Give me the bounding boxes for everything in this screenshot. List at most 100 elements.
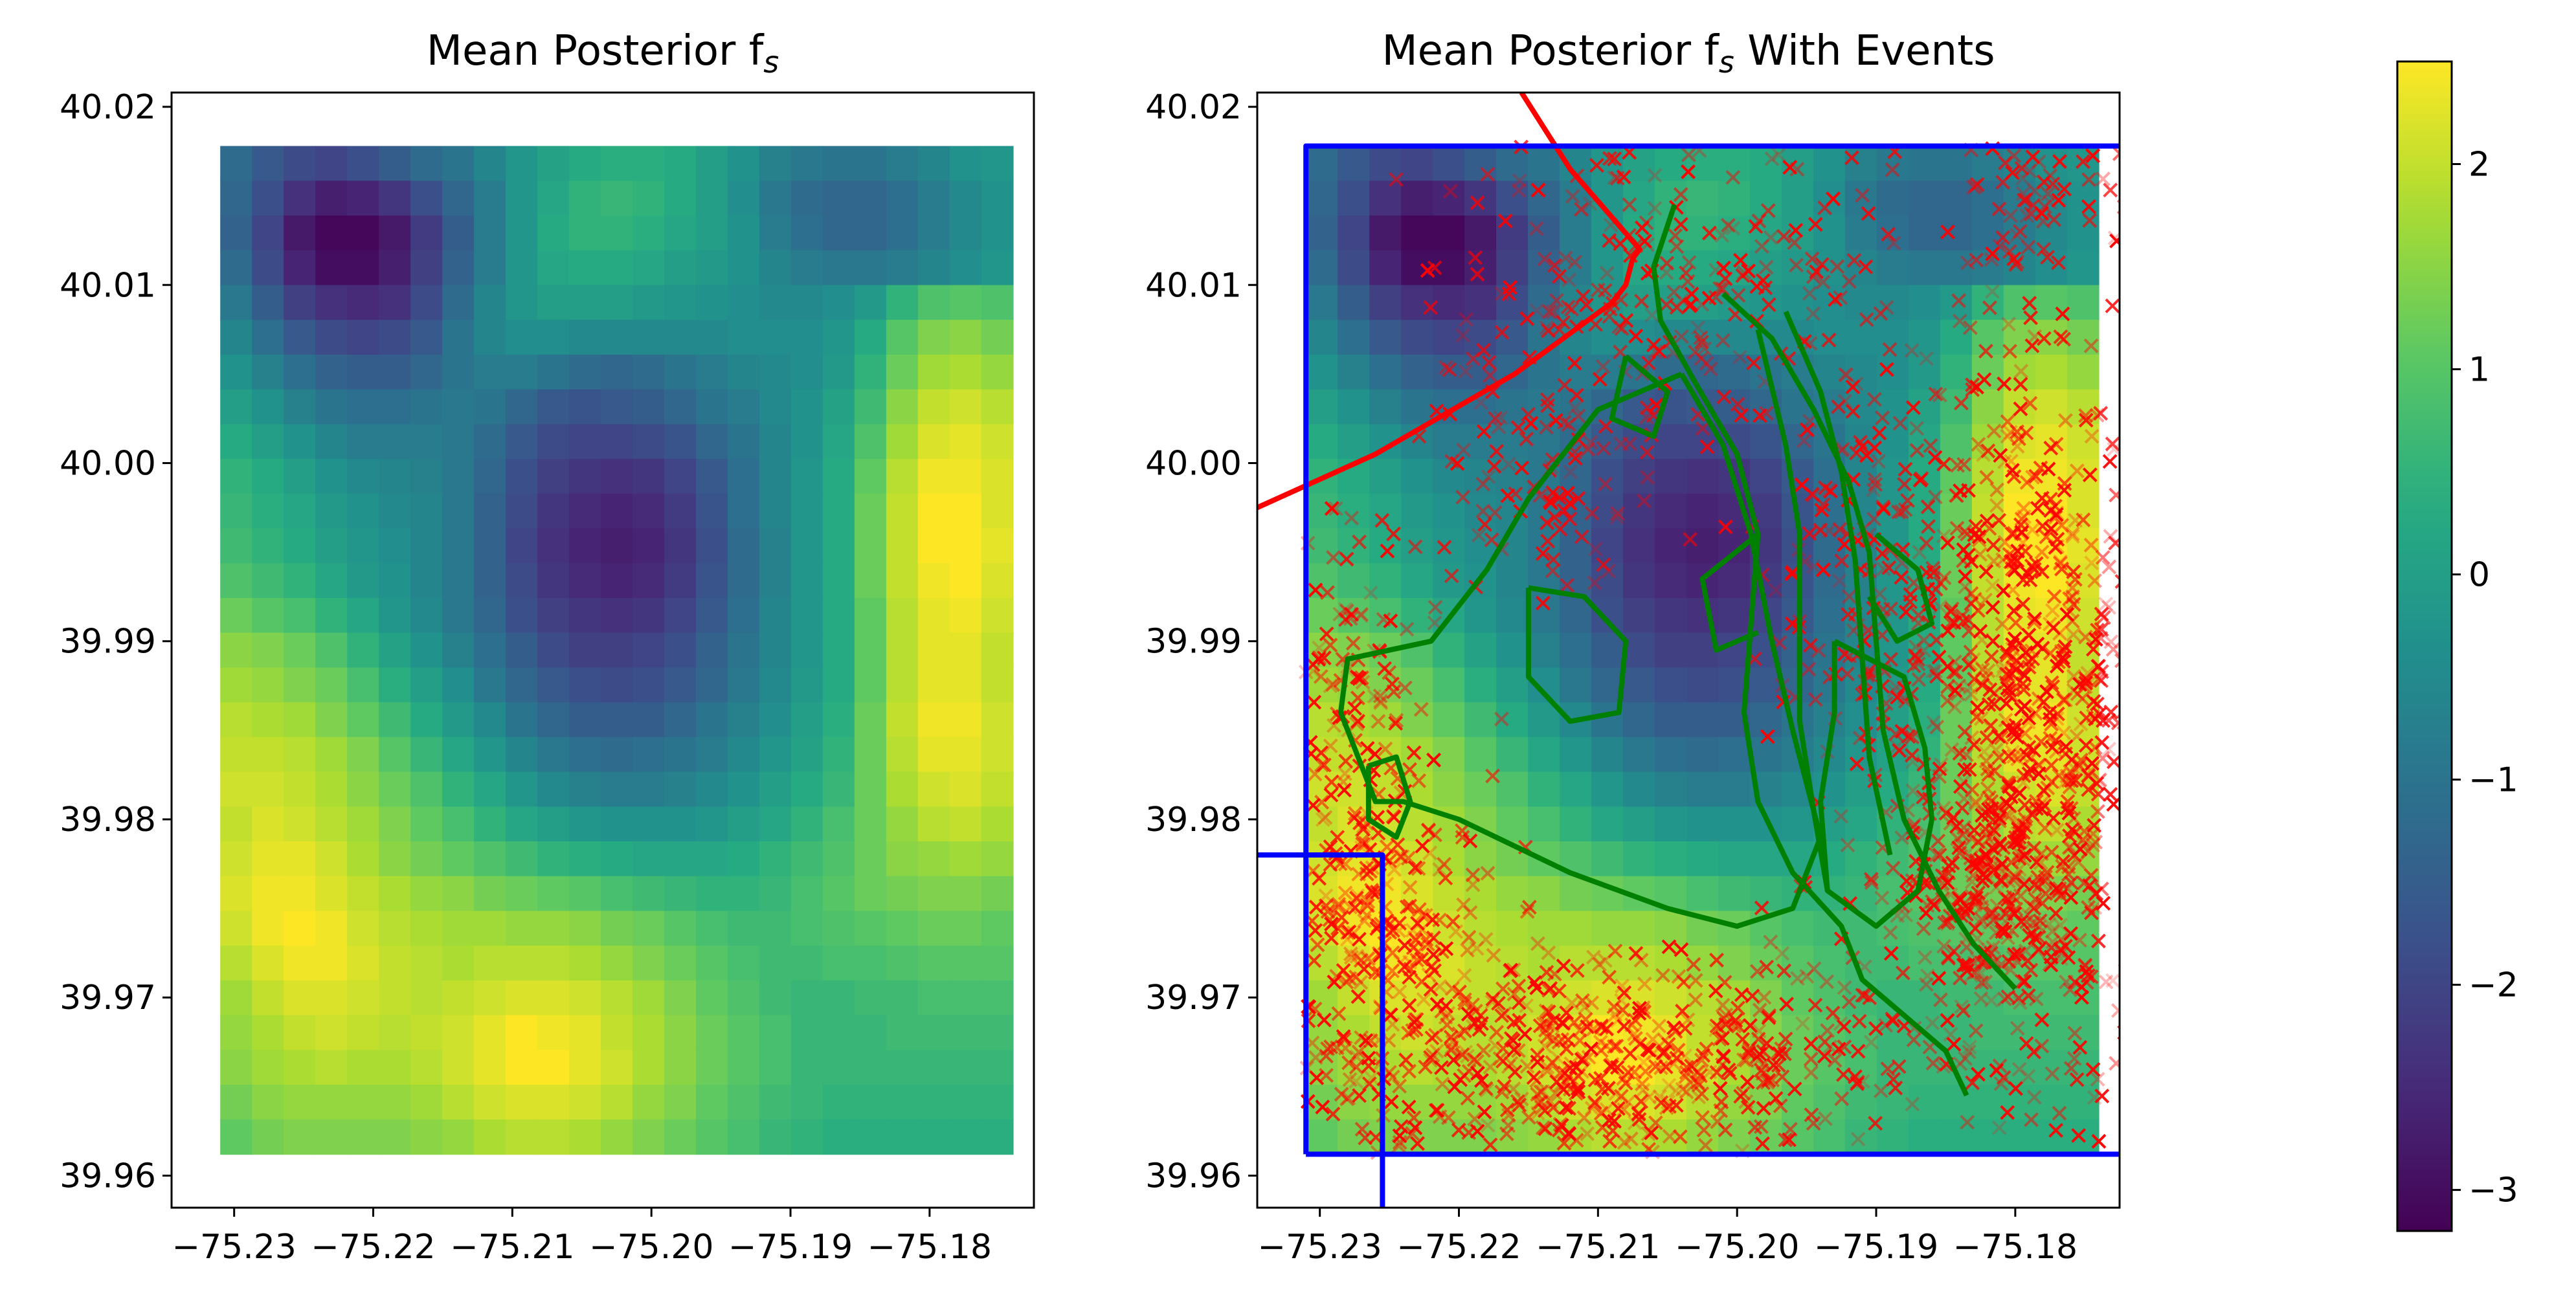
event-marker (1461, 929, 1477, 945)
event-marker (1971, 529, 1987, 544)
heatmap-cell (1464, 667, 1497, 703)
event-marker (1460, 1091, 1475, 1106)
heatmap-cell (727, 737, 760, 773)
event-marker (1730, 1018, 1746, 1034)
heatmap-cell (759, 806, 792, 842)
event-marker (2114, 653, 2120, 669)
heatmap-cell (1813, 181, 1846, 216)
heatmap-cell (759, 946, 792, 981)
heatmap-cell (949, 181, 982, 216)
heatmap-cell (474, 597, 506, 634)
heatmap-cell (284, 320, 316, 355)
event-marker (1647, 201, 1663, 216)
event-marker (2080, 968, 2096, 984)
event-marker (1386, 684, 1402, 700)
heatmap-cell (315, 806, 348, 842)
heatmap-cell (854, 146, 887, 182)
event-marker (1672, 1129, 1688, 1144)
event-marker (1484, 994, 1500, 1010)
event-marker (1712, 1081, 1728, 1096)
event-marker (1564, 995, 1580, 1011)
event-marker (2043, 168, 2058, 183)
event-marker (1806, 961, 1822, 977)
event-marker (1545, 552, 1561, 567)
heatmap-cell (1623, 493, 1655, 529)
event-marker (2121, 260, 2134, 272)
event-marker (1986, 696, 2002, 712)
event-marker (2111, 715, 2120, 731)
event-marker (1519, 432, 1534, 447)
event-marker (1776, 228, 1791, 244)
event-marker (1986, 537, 2001, 553)
event-marker (2016, 768, 2032, 783)
left-axes-frame (170, 91, 1035, 1209)
event-marker (1617, 985, 1632, 1001)
colorbar-frame (2396, 60, 2453, 1232)
heatmap-cell (569, 632, 601, 669)
event-marker (1392, 916, 1407, 931)
event-marker (1956, 1003, 1971, 1019)
heatmap-cell (2066, 250, 2100, 286)
heatmap-cell (600, 146, 633, 182)
heatmap-cell (949, 493, 982, 529)
event-marker (2017, 797, 2032, 813)
event-marker (1963, 320, 1978, 335)
heatmap-cell (1591, 771, 1624, 808)
event-marker (1950, 458, 1965, 473)
event-marker (1634, 293, 1650, 309)
event-marker (1602, 309, 1617, 324)
heatmap-cell (981, 493, 1014, 529)
heatmap-cell (981, 1119, 1014, 1155)
event-marker (1688, 973, 1703, 988)
event-marker (1401, 1025, 1416, 1041)
heatmap-cell (949, 563, 982, 599)
heatmap-cell (1338, 250, 1370, 286)
heatmap-cell (252, 285, 284, 320)
heatmap-cell (410, 354, 443, 390)
event-marker (1956, 896, 1972, 911)
heatmap-cell (379, 1084, 411, 1120)
heatmap-cell (886, 771, 919, 808)
heatmap-cell (917, 597, 950, 634)
heatmap-cell (1338, 424, 1370, 460)
event-marker (2002, 683, 2017, 698)
park-outline-path (1651, 204, 1969, 1097)
event-marker (1451, 1026, 1467, 1041)
event-marker (2052, 768, 2067, 783)
event-marker (2005, 637, 2020, 652)
event-marker (1545, 1100, 1561, 1115)
heatmap-cell (220, 1015, 252, 1051)
event-marker (1960, 255, 1975, 271)
heatmap-cell (949, 1015, 982, 1051)
event-marker (1640, 470, 1655, 485)
event-marker (1943, 1026, 1958, 1042)
event-marker (2002, 244, 2017, 260)
event-marker (1688, 344, 1703, 360)
heatmap-cell (1940, 493, 1973, 529)
event-marker (1841, 274, 1857, 289)
event-marker (1733, 252, 1748, 268)
heatmap-cell (410, 702, 443, 738)
event-marker (1993, 448, 2008, 463)
event-marker (1442, 362, 1457, 377)
heatmap-cell (569, 459, 601, 494)
event-marker (1987, 842, 2002, 858)
heatmap-cell (949, 806, 982, 842)
event-marker (1359, 860, 1374, 876)
event-marker (1499, 1126, 1514, 1142)
event-marker (1973, 966, 1989, 981)
event-marker (1980, 443, 1996, 459)
event-marker (1328, 501, 1343, 516)
heatmap-cell (284, 841, 316, 877)
event-marker (1940, 659, 1955, 674)
event-marker (1363, 1033, 1378, 1048)
heatmap-cell (600, 702, 633, 738)
event-marker (1476, 342, 1491, 358)
heatmap-cell (981, 563, 1014, 599)
heatmap-cell (2066, 493, 2100, 529)
event-marker (1999, 696, 2014, 711)
event-marker (1759, 959, 1775, 975)
event-marker (1894, 570, 1909, 585)
event-marker (2016, 682, 2032, 697)
event-marker (2043, 731, 2058, 746)
